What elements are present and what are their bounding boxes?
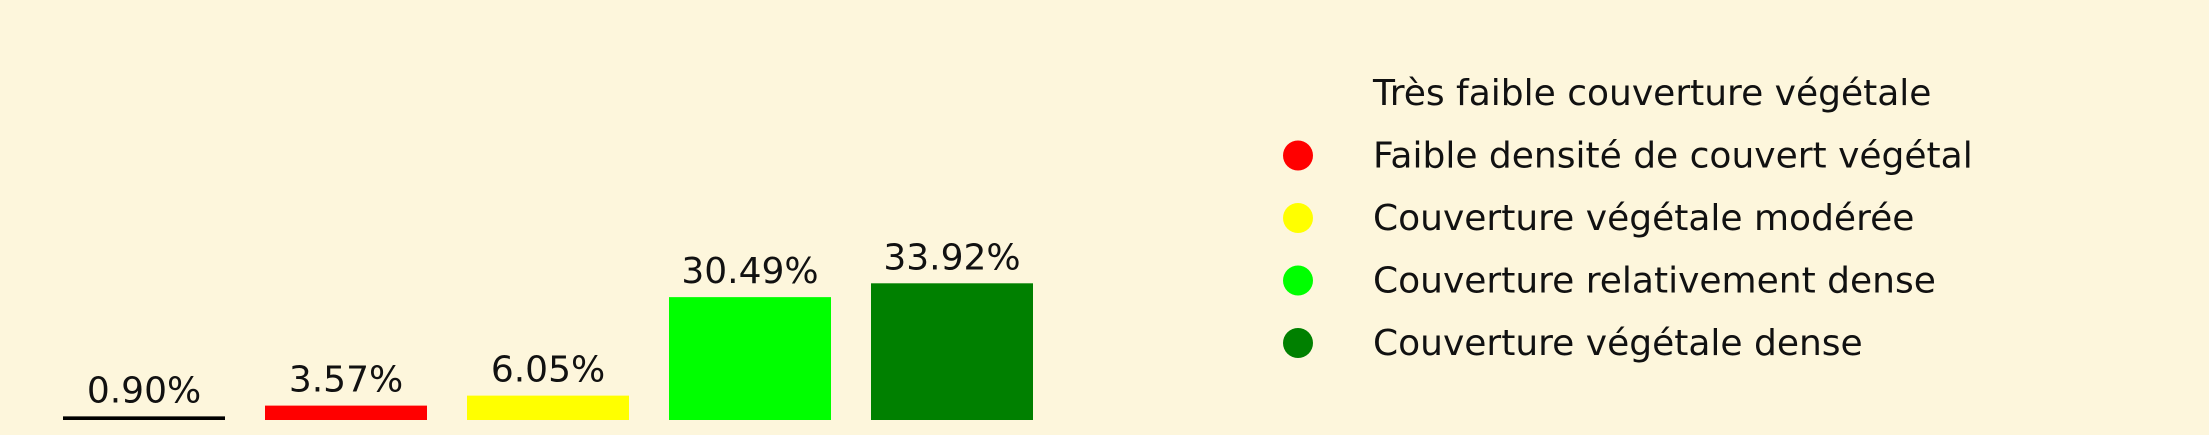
- bars-group: 0.90% 3.57% 6.05% 30.49% 33.92%: [63, 237, 1033, 420]
- bar-value-label: 33.92%: [883, 237, 1020, 278]
- bar-5: [871, 283, 1033, 420]
- legend-marker-3: [1283, 203, 1313, 233]
- bar-3: [467, 395, 629, 420]
- bar-value-label: 0.90%: [87, 370, 201, 411]
- legend-marker-5: [1283, 328, 1313, 358]
- legend-marker-2: [1283, 140, 1313, 171]
- bar-4: [669, 297, 831, 420]
- bar-2: [265, 405, 427, 420]
- legend-label-2: Faible densité de couvert végétal: [1373, 136, 1973, 177]
- legend-marker-4: [1283, 265, 1313, 296]
- bar-value-label: 30.49%: [681, 251, 818, 292]
- bar-1: [63, 416, 225, 420]
- legend-marker-1: [1283, 78, 1313, 108]
- bar-value-label: 3.57%: [289, 360, 403, 401]
- legend-label-5: Couverture végétale dense: [1373, 323, 1863, 364]
- legend: Très faible couverture végétale Faible de…: [1283, 73, 1973, 364]
- legend-label-3: Couverture végétale modérée: [1373, 198, 1914, 239]
- legend-label-1: Très faible couverture végétale: [1372, 73, 1931, 114]
- legend-label-4: Couverture relativement dense: [1373, 261, 1936, 302]
- bar-value-label: 6.05%: [491, 350, 605, 391]
